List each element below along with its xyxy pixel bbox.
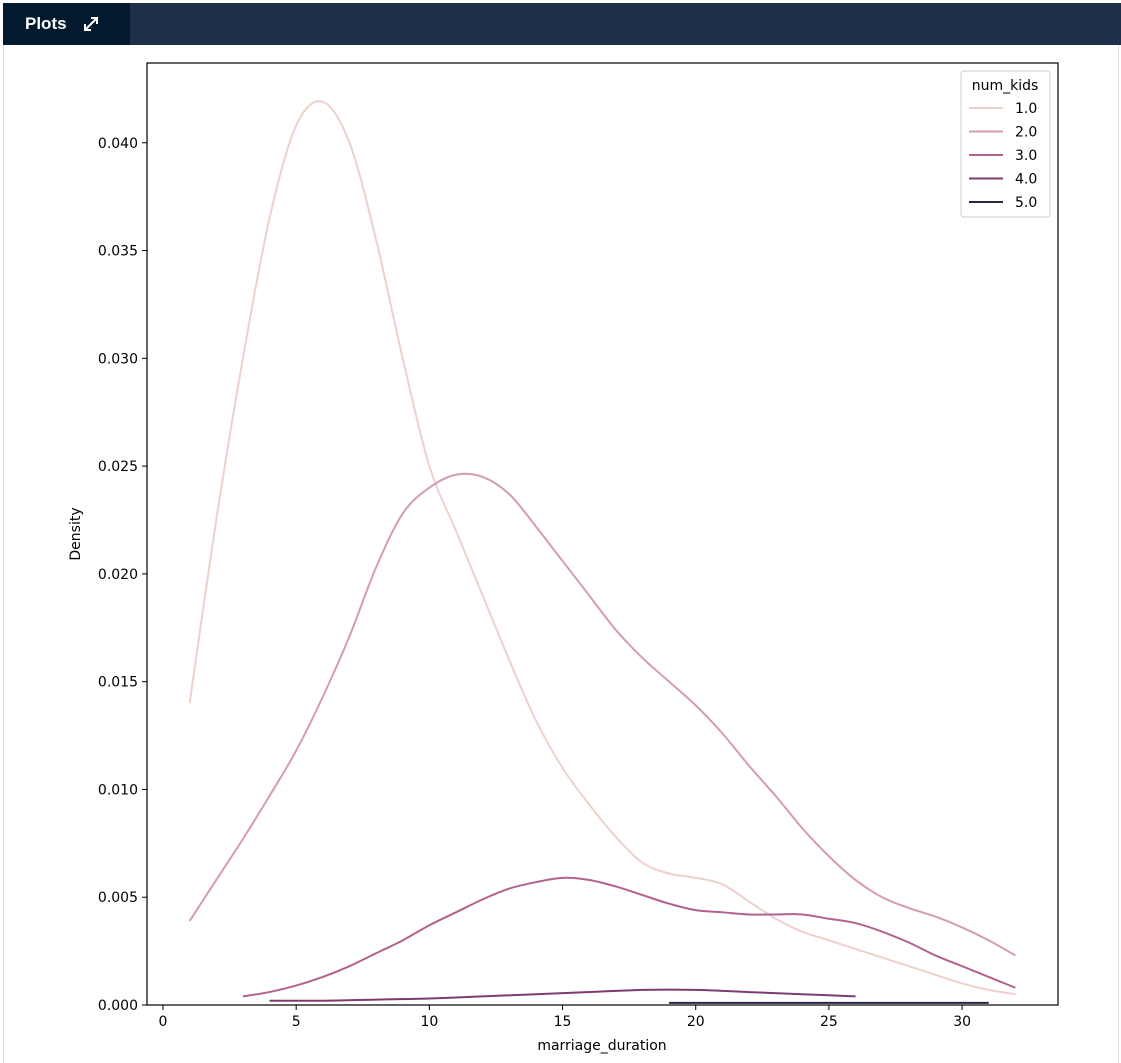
legend: num_kids 1.0 2.0 3.0 4.0 5.0 [960,70,1051,218]
x-tick-label: 20 [687,1014,705,1030]
y-tick-label: 0.015 [98,675,138,691]
plots-tab[interactable]: Plots [3,3,130,45]
y-tick-label: 0.030 [98,351,138,367]
x-tick-label: 0 [159,1014,168,1030]
legend-label-3.0: 3.0 [1015,148,1037,164]
expand-icon[interactable] [82,15,100,33]
y-axis-ticks: 0.000 0.005 0.010 0.015 0.020 0.025 0.030 0.035… [98,136,147,1014]
y-tick-label: 0.035 [98,244,138,260]
plots-tab-label: Plots [25,14,67,33]
y-axis-label: Density [68,507,84,560]
legend-title: num_kids [972,78,1039,94]
x-tick-label: 25 [820,1014,838,1030]
x-axis-label: marriage_duration [537,1038,666,1054]
series-line-2.0 [188,472,1016,957]
plot-lines [188,100,1016,1004]
series-line-1.0 [188,100,1016,996]
y-tick-label: 0.025 [98,459,138,475]
y-tick-label: 0.005 [98,890,138,906]
x-axis-ticks: 0 5 10 15 20 25 30 [159,1005,971,1030]
y-tick-label: 0.040 [98,136,138,152]
legend-label-1.0: 1.0 [1015,101,1037,117]
legend-items: 1.0 2.0 3.0 4.0 5.0 [969,101,1037,211]
x-tick-label: 15 [554,1014,572,1030]
x-tick-label: 5 [292,1014,301,1030]
plots-panel-header [3,3,1121,45]
series-line-4.0 [269,988,856,1002]
y-tick-label: 0.020 [98,567,138,583]
plot-frame [146,62,1059,1006]
legend-label-5.0: 5.0 [1015,195,1037,211]
y-tick-label: 0.010 [98,782,138,798]
y-tick-label: 0.000 [98,998,138,1014]
x-tick-label: 10 [420,1014,438,1030]
legend-label-4.0: 4.0 [1015,172,1037,188]
plots-panel-body [3,45,1119,1063]
x-tick-label: 30 [953,1014,971,1030]
series-line-3.0 [242,876,1016,998]
legend-label-2.0: 2.0 [1015,125,1037,141]
